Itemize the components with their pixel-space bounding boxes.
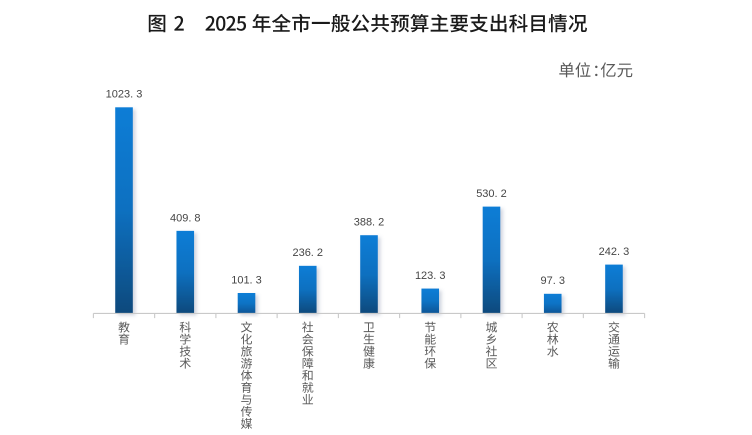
svg-text:530. 2: 530. 2 bbox=[476, 188, 507, 200]
svg-text:236. 2: 236. 2 bbox=[292, 247, 323, 259]
svg-text:242. 3: 242. 3 bbox=[599, 246, 630, 258]
svg-text:409. 8: 409. 8 bbox=[170, 212, 201, 224]
svg-text:123. 3: 123. 3 bbox=[415, 270, 446, 282]
svg-text:1023. 3: 1023. 3 bbox=[106, 89, 143, 101]
svg-text:388. 2: 388. 2 bbox=[354, 217, 385, 229]
svg-text:97. 3: 97. 3 bbox=[540, 275, 564, 287]
svg-text:101. 3: 101. 3 bbox=[231, 274, 262, 286]
